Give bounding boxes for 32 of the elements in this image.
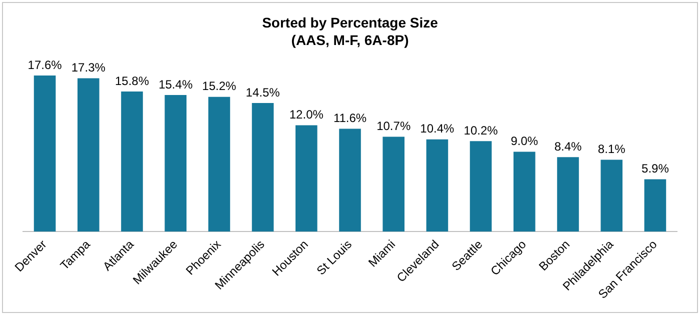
data-label: 17.6% (28, 58, 62, 72)
data-label: 9.0% (510, 134, 538, 148)
bar (208, 96, 230, 232)
bar (34, 76, 56, 232)
bar (557, 157, 579, 232)
chart-subtitle: (AAS, M-F, 6A-8P) (291, 32, 409, 48)
data-label: 10.4% (420, 122, 455, 136)
data-label: 15.8% (114, 74, 150, 88)
data-label: 14.5% (246, 85, 280, 100)
bar (470, 141, 492, 232)
bar (514, 152, 536, 232)
chart-title: Sorted by Percentage Size (262, 14, 438, 31)
data-label: 5.9% (642, 162, 670, 176)
bar (78, 78, 100, 232)
bar (252, 103, 274, 232)
data-label: 15.4% (158, 77, 193, 92)
bar (600, 160, 622, 232)
bar (426, 139, 448, 232)
bar (296, 125, 318, 232)
data-label: 12.0% (289, 108, 324, 122)
data-label: 10.7% (376, 119, 411, 134)
data-label: 8.1% (598, 142, 626, 156)
data-label: 8.4% (554, 139, 582, 154)
data-label: 15.2% (202, 79, 237, 94)
bar (382, 136, 404, 232)
data-label: 11.6% (333, 111, 367, 126)
bar (164, 95, 186, 232)
bar (644, 179, 666, 232)
data-label: 10.2% (464, 123, 498, 138)
bar (339, 128, 361, 232)
bar (121, 92, 143, 232)
data-label: 17.3% (71, 60, 106, 75)
